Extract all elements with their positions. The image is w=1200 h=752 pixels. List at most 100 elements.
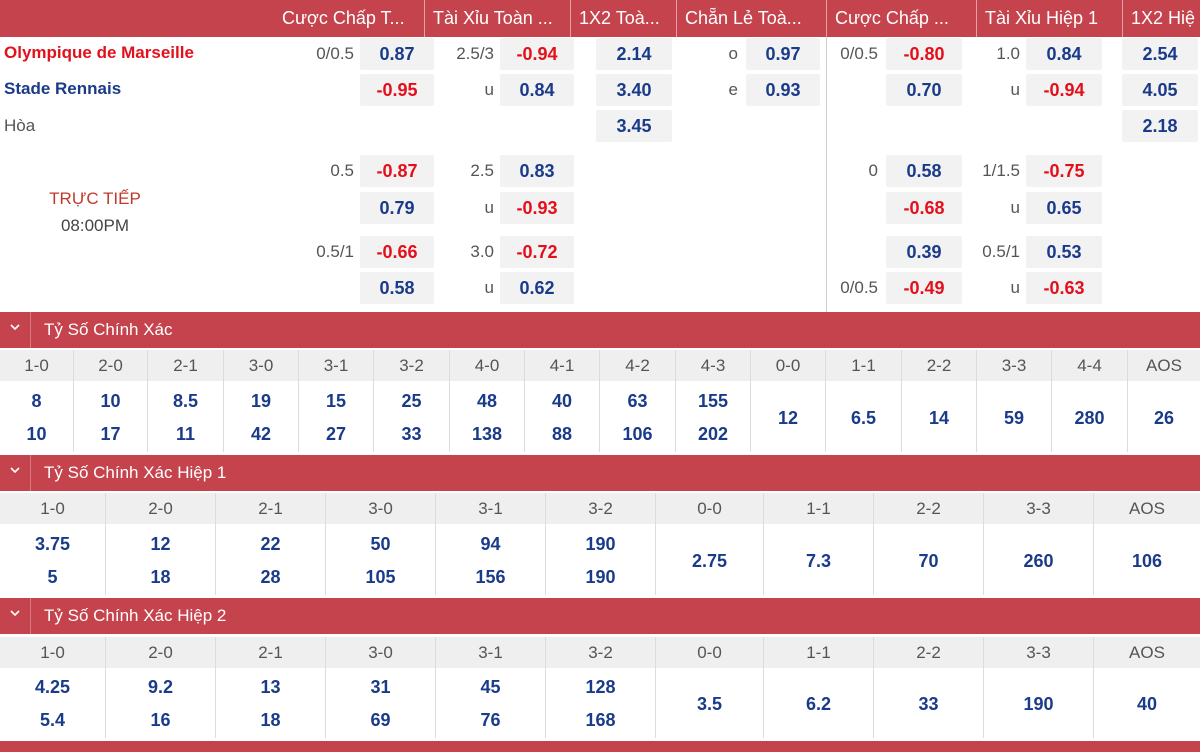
half-divider xyxy=(826,37,827,312)
tab-over-under-h1[interactable]: Tài Xỉu Hiệp 1 xyxy=(976,0,1122,37)
odds-cell[interactable]: -0.75 xyxy=(1026,155,1102,187)
odds-cell[interactable]: 0.83 xyxy=(500,155,574,187)
odds-cell[interactable]: 2.14 xyxy=(596,38,672,70)
ou-line: 2.5/3 xyxy=(456,44,494,63)
score-odds-cell[interactable]: 40 88 xyxy=(525,381,600,452)
odds-cell[interactable]: 0.84 xyxy=(500,74,574,106)
odds-cell[interactable]: -0.94 xyxy=(1026,74,1102,106)
odds-cell[interactable]: 0.39 xyxy=(886,236,962,268)
odds-cell[interactable]: 2.18 xyxy=(1122,110,1198,142)
score-odds-cell[interactable]: 94 156 xyxy=(436,524,546,595)
score-odds-cell[interactable]: 19 42 xyxy=(224,381,299,452)
odds-cell[interactable]: -0.49 xyxy=(886,272,962,304)
odds-cell[interactable]: -0.63 xyxy=(1026,272,1102,304)
section-header-correct-score[interactable]: Tỷ Số Chính Xác xyxy=(0,312,1200,348)
odds-cell[interactable]: 0.70 xyxy=(886,74,962,106)
odds-cell[interactable]: 0.93 xyxy=(746,74,820,106)
tab-handicap-full[interactable]: Cược Chấp T... xyxy=(282,8,405,28)
score-odds-cell[interactable]: 8 10 xyxy=(0,381,74,452)
tab-odd-even-full[interactable]: Chẵn Lẻ Toà... xyxy=(676,0,826,37)
odds-cell[interactable]: -0.66 xyxy=(360,236,434,268)
tab-over-under-full[interactable]: Tài Xỉu Toàn ... xyxy=(424,0,570,37)
score-odds-cell[interactable]: 13 18 xyxy=(216,668,326,738)
under-label: u xyxy=(484,198,494,217)
score-odds-cell[interactable]: 190 xyxy=(984,668,1094,738)
section-header-next[interactable] xyxy=(0,741,1200,752)
section-title: Tỷ Số Chính Xác Hiệp 1 xyxy=(44,463,227,482)
odds-cell[interactable]: 0.84 xyxy=(1026,38,1102,70)
score-odds-cell[interactable]: 6.5 xyxy=(826,381,902,452)
score-odds-cell[interactable]: 7.3 xyxy=(764,524,874,595)
chevron-down-icon[interactable] xyxy=(8,606,22,620)
score-odds-cell[interactable]: 260 xyxy=(984,524,1094,595)
score-odds-cell[interactable]: 70 xyxy=(874,524,984,595)
score-label: 2-2 xyxy=(902,350,977,381)
score-odds-cell[interactable]: 9.2 16 xyxy=(106,668,216,738)
score-values-row: 3.75 5 12 18 22 28 50 105 94 156 190 190 2.75 … xyxy=(0,524,1200,595)
score-odds-cell[interactable]: 12 18 xyxy=(106,524,216,595)
chevron-down-icon[interactable] xyxy=(8,320,22,334)
score-label: 1-1 xyxy=(826,350,902,381)
score-odds-cell[interactable]: 3.75 5 xyxy=(0,524,106,595)
tab-1x2-full[interactable]: 1X2 Toà... xyxy=(570,0,676,37)
score-label: 1-1 xyxy=(764,493,874,524)
score-odds-cell[interactable]: 155 202 xyxy=(676,381,751,452)
odds-cell[interactable]: 0.87 xyxy=(360,38,434,70)
odds-cell[interactable]: 0.58 xyxy=(886,155,962,187)
odds-cell[interactable]: 0.65 xyxy=(1026,192,1102,224)
odds-cell[interactable]: 2.54 xyxy=(1122,38,1198,70)
odds-cell[interactable]: -0.80 xyxy=(886,38,962,70)
ah-line: 0.5/1 xyxy=(316,242,354,261)
score-odds-cell[interactable]: 12 xyxy=(751,381,826,452)
score-odds-cell[interactable]: 4.25 5.4 xyxy=(0,668,106,738)
odds-cell[interactable]: 0.53 xyxy=(1026,236,1102,268)
score-odds-cell[interactable]: 31 69 xyxy=(326,668,436,738)
score-odds-cell[interactable]: 40 xyxy=(1136,694,1158,714)
odds-cell[interactable]: -0.95 xyxy=(360,74,434,106)
odds-cell[interactable]: -0.68 xyxy=(886,192,962,224)
score-odds-cell[interactable]: 59 xyxy=(977,381,1052,452)
odds-cell[interactable]: -0.94 xyxy=(500,38,574,70)
score-odds-cell[interactable]: 190 190 xyxy=(546,524,656,595)
section-header-correct-score-h2[interactable]: Tỷ Số Chính Xác Hiệp 2 xyxy=(0,598,1200,634)
odds-cell[interactable]: 0.58 xyxy=(360,272,434,304)
odds-cell[interactable]: 3.45 xyxy=(596,110,672,142)
tab-handicap-h1[interactable]: Cược Chấp ... xyxy=(826,0,976,37)
score-odds-cell[interactable]: 8.5 11 xyxy=(148,381,224,452)
chevron-down-icon[interactable] xyxy=(8,463,22,477)
score-odds-cell[interactable]: 33 xyxy=(874,668,984,738)
odds-cell[interactable]: 3.40 xyxy=(596,74,672,106)
score-odds-cell[interactable]: 3.5 xyxy=(656,668,764,738)
score-odds-cell[interactable]: 14 xyxy=(902,381,977,452)
score-odds-cell[interactable]: 2.75 xyxy=(656,524,764,595)
odds-cell[interactable]: -0.93 xyxy=(500,192,574,224)
odds-cell[interactable]: -0.72 xyxy=(500,236,574,268)
score-odds-cell[interactable]: 15 27 xyxy=(299,381,374,452)
score-label: 3-1 xyxy=(299,350,374,381)
score-odds-cell[interactable]: 106 xyxy=(1131,551,1163,571)
score-label: 4-2 xyxy=(600,350,676,381)
score-odds-cell[interactable]: 48 138 xyxy=(450,381,525,452)
section-header-correct-score-h1[interactable]: Tỷ Số Chính Xác Hiệp 1 xyxy=(0,455,1200,491)
score-odds-cell[interactable]: 128 168 xyxy=(546,668,656,738)
score-odds-cell[interactable]: 50 105 xyxy=(326,524,436,595)
score-odds-cell[interactable]: 25 33 xyxy=(374,381,450,452)
score-odds-cell[interactable]: 45 76 xyxy=(436,668,546,738)
score-label: 3-1 xyxy=(436,637,546,668)
tab-1x2-h1[interactable]: 1X2 Hiệ xyxy=(1122,0,1200,37)
score-odds-cell[interactable]: 6.2 xyxy=(764,668,874,738)
odds-cell[interactable]: 0.62 xyxy=(500,272,574,304)
score-label: AOS xyxy=(1129,643,1165,662)
score-label: 1-0 xyxy=(0,493,106,524)
away-team-name: Stade Rennais xyxy=(4,79,122,98)
score-odds-cell[interactable]: 22 28 xyxy=(216,524,326,595)
odds-cell[interactable]: 0.79 xyxy=(360,192,434,224)
score-odds-cell[interactable]: 10 17 xyxy=(74,381,148,452)
score-odds-cell[interactable]: 63 106 xyxy=(600,381,676,452)
odds-cell[interactable]: 4.05 xyxy=(1122,74,1198,106)
score-odds-cell[interactable]: 280 xyxy=(1052,381,1128,452)
score-odds-cell[interactable]: 26 xyxy=(1153,408,1175,428)
h1-ah-line: 0/0.5 xyxy=(840,44,878,63)
odds-cell[interactable]: 0.97 xyxy=(746,38,820,70)
odds-cell[interactable]: -0.87 xyxy=(360,155,434,187)
